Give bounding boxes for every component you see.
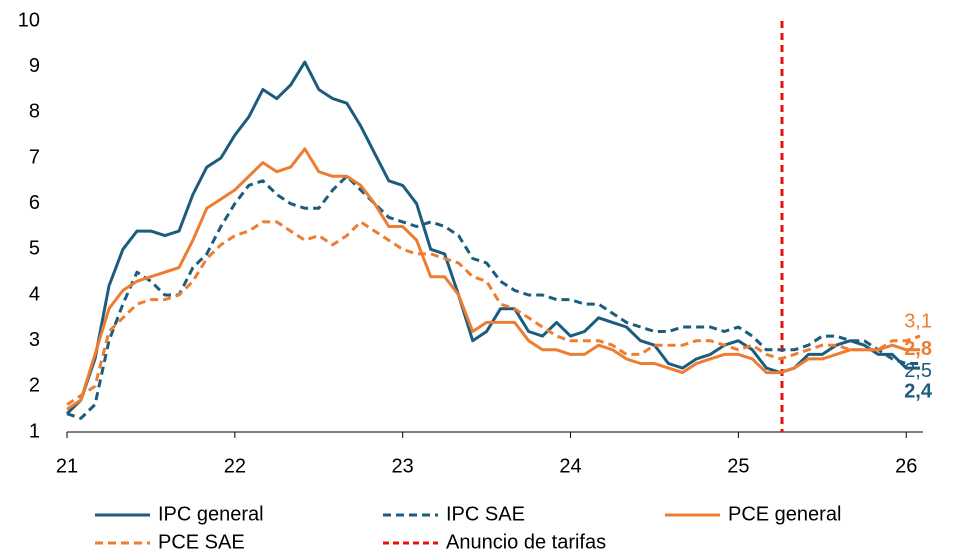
legend-label: Anuncio de tarifas [446, 531, 606, 553]
y-tick-label: 7 [29, 146, 40, 168]
y-tick-label: 8 [29, 101, 40, 123]
x-tick-label: 26 [895, 455, 917, 477]
y-tick-label: 1 [29, 420, 40, 442]
legend-label: IPC SAE [446, 503, 525, 525]
y-tick-label: 5 [29, 238, 40, 260]
x-tick-label: 22 [224, 455, 246, 477]
y-tick-label: 4 [29, 283, 40, 305]
series-line [66, 174, 921, 420]
value-label: 3,1 [904, 310, 932, 332]
value-label: 2,4 [904, 380, 933, 402]
y-tick-label: 6 [29, 192, 40, 214]
x-tick-label: 24 [559, 455, 581, 477]
legend-label: PCE general [728, 503, 841, 525]
y-tick-label: 3 [29, 329, 40, 351]
series-line [66, 147, 921, 411]
legend-label: IPC general [158, 503, 264, 525]
x-tick-label: 23 [392, 455, 414, 477]
value-label: 2,8 [904, 338, 932, 360]
y-tick-label: 2 [29, 375, 40, 397]
legend-label: PCE SAE [158, 531, 245, 553]
x-tick-label: 25 [727, 455, 749, 477]
series-line [66, 220, 921, 406]
y-tick-label: 9 [29, 55, 40, 77]
y-tick-label: 10 [18, 9, 40, 31]
value-label: 2,5 [904, 360, 932, 382]
x-tick-label: 21 [56, 455, 78, 477]
